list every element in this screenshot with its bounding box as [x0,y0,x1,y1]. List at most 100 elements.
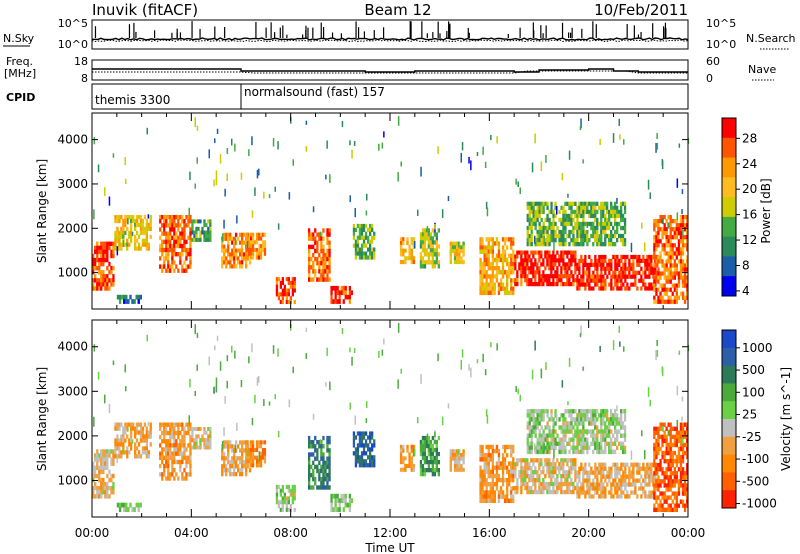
data-cell [371,455,374,460]
data-cell [195,230,198,235]
data-cell [554,258,557,263]
data-cell [578,229,581,235]
data-cell [632,266,635,271]
data-cell [564,429,567,434]
data-cell [225,256,228,261]
data-cell [193,237,196,242]
data-cell [501,473,505,479]
data-cell [540,417,543,422]
data-cell [147,242,150,247]
data-cell [600,213,603,219]
data-cell [663,495,666,500]
data-cell [646,262,649,267]
data-cell [612,286,615,291]
data-cell [329,174,331,183]
data-cell [679,442,683,448]
data-cell [657,267,660,272]
data-cell [506,274,509,279]
data-cell [515,386,517,392]
data-cell [675,295,678,300]
data-cell [470,160,472,171]
data-cell [596,233,599,239]
data-cell [552,458,555,463]
data-cell [427,256,430,261]
data-cell [663,227,666,232]
data-cell [568,282,571,287]
data-cell [667,251,670,256]
data-cell [259,444,263,449]
data-cell [624,482,627,487]
data-cell [546,213,549,219]
data-cell [487,261,490,267]
data-cell [614,201,617,206]
data-cell [259,440,263,445]
data-cell [322,273,325,278]
data-cell [638,262,641,267]
data-cell [520,274,523,279]
data-cell [308,273,311,278]
data-cell [681,430,685,435]
data-cell [491,457,494,462]
data-cell [485,201,488,209]
data-cell [320,236,323,241]
data-cell [481,486,484,491]
data-cell [669,487,672,492]
data-cell [536,441,539,446]
data-cell [137,507,140,512]
data-cell [239,456,242,461]
data-cell [686,483,689,488]
data-cell [449,241,452,246]
data-cell [225,248,228,253]
data-cell [167,256,170,261]
data-cell [626,266,629,271]
data-cell [263,244,267,249]
data-cell [322,464,325,470]
data-cell [554,409,557,414]
data-cell [510,444,513,450]
data-cell [431,240,434,245]
cpid-segment-1: themis 3300 [95,93,170,107]
data-cell [566,421,569,426]
data-cell [673,491,676,496]
data-cell [568,441,571,446]
data-cell [316,485,319,490]
data-cell [679,499,683,504]
data-cell [503,494,507,499]
data-cell [530,221,533,227]
data-cell [130,422,133,427]
data-cell [221,456,224,461]
data-cell [364,255,368,260]
data-cell [653,442,656,448]
data-cell [636,254,639,260]
data-cell [312,261,315,266]
data-cell [618,417,621,422]
data-cell [135,230,139,235]
data-cell [124,215,127,220]
data-cell [229,468,232,473]
data-cell [671,271,674,276]
data-cell [518,474,521,479]
data-cell [622,266,625,271]
data-cell [421,256,425,261]
data-cell [598,286,601,291]
data-cell [554,213,557,219]
data-cell [558,238,561,243]
data-cell [358,455,362,460]
data-cell [177,252,180,257]
data-cell [675,499,678,504]
data-cell [125,502,128,508]
data-cell [243,464,246,469]
data-cell [406,448,409,453]
data-cell [667,446,670,452]
data-cell [647,387,650,397]
data-cell [495,465,499,470]
data-cell [330,290,333,296]
data-cell [427,236,430,241]
data-cell [614,221,617,227]
data-cell [134,430,137,435]
data-cell [546,233,549,239]
colorbar-segment [722,216,736,238]
data-cell [506,290,509,296]
data-cell [550,474,553,479]
data-cell [404,463,407,468]
